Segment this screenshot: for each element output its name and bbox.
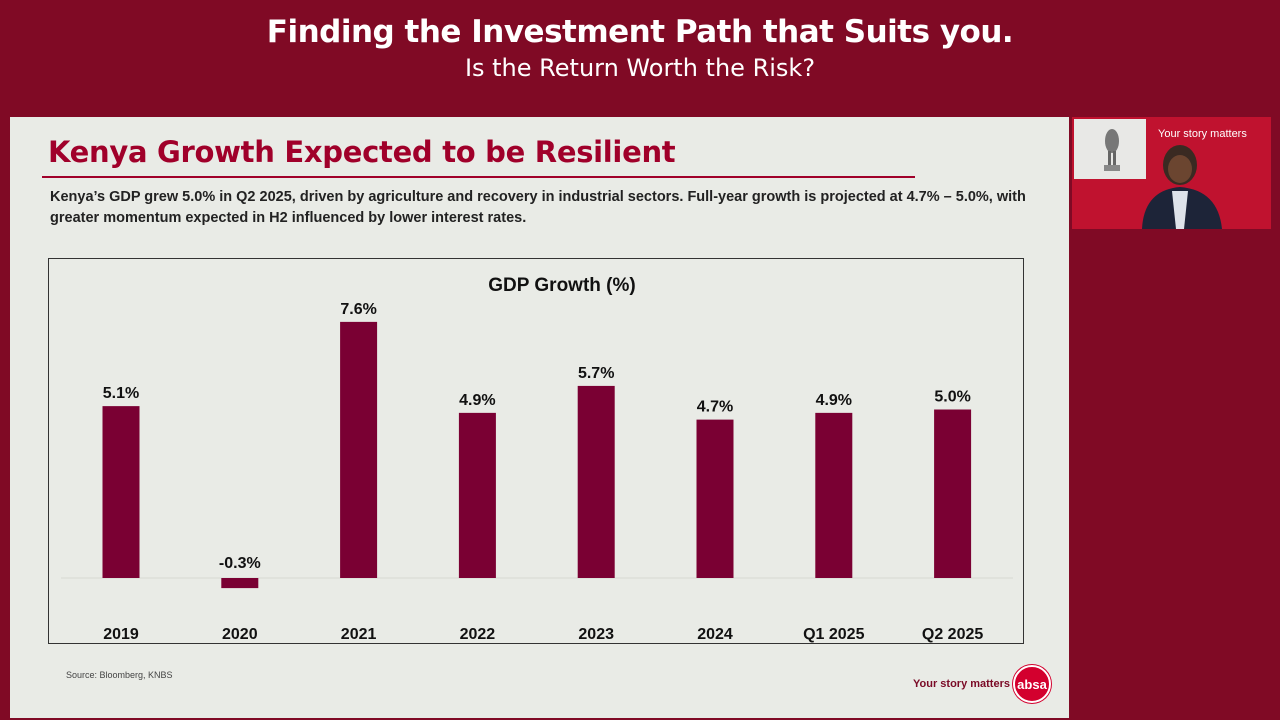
data-label: 4.7% bbox=[697, 399, 733, 416]
webinar-header: Finding the Investment Path that Suits y… bbox=[0, 0, 1280, 115]
x-tick-label: 2020 bbox=[222, 626, 258, 643]
bar-q1-2025 bbox=[815, 412, 853, 578]
chart-title: GDP Growth (%) bbox=[488, 275, 635, 296]
x-tick-label: 2021 bbox=[341, 626, 377, 643]
x-tick-label: 2024 bbox=[697, 626, 733, 643]
data-label: 5.7% bbox=[578, 365, 614, 382]
chart-frame: GDP Growth (%) 5.1% 2019 -0.3% 2020 7.6% 2021 4… bbox=[48, 258, 1024, 644]
data-label: 4.9% bbox=[816, 392, 852, 409]
x-tick-label: Q2 2025 bbox=[922, 626, 983, 643]
artwork-image bbox=[1074, 119, 1146, 179]
slide-title: Kenya Growth Expected to be Resilient bbox=[48, 135, 676, 169]
x-tick-label: 2023 bbox=[578, 626, 614, 643]
bar-2019 bbox=[102, 406, 140, 578]
x-tick-label: Q1 2025 bbox=[803, 626, 864, 643]
video-backdrop-text: Your story matters bbox=[1158, 128, 1247, 140]
title-divider bbox=[42, 176, 915, 178]
data-label: 5.0% bbox=[934, 389, 970, 406]
webinar-title: Finding the Investment Path that Suits y… bbox=[266, 14, 1014, 50]
data-label: 4.9% bbox=[459, 392, 495, 409]
gdp-growth-chart: GDP Growth (%) 5.1% 2019 -0.3% 2020 7.6% 2021 4… bbox=[61, 275, 1013, 643]
bar-2020 bbox=[221, 578, 259, 589]
source-note: Source: Bloomberg, KNBS bbox=[66, 670, 173, 680]
bar-2023 bbox=[577, 385, 615, 578]
data-label: 7.6% bbox=[340, 301, 376, 318]
presentation-slide: Kenya Growth Expected to be Resilient Ke… bbox=[10, 117, 1069, 718]
sculpture-icon bbox=[1104, 129, 1120, 171]
data-label: -0.3% bbox=[219, 555, 261, 572]
webinar-subtitle: Is the Return Worth the Risk? bbox=[464, 54, 816, 82]
data-label: 5.1% bbox=[103, 385, 139, 402]
bar-2021 bbox=[340, 321, 378, 578]
brand-tagline: Your story matters bbox=[913, 678, 1010, 690]
x-tick-label: 2019 bbox=[103, 626, 139, 643]
speaker-person bbox=[1142, 145, 1222, 229]
logo-text: absa bbox=[1017, 676, 1047, 692]
absa-logo: absa bbox=[1013, 665, 1051, 703]
x-tick-label: 2022 bbox=[460, 626, 496, 643]
slide-lead-text: Kenya’s GDP grew 5.0% in Q2 2025, driven… bbox=[50, 189, 1026, 226]
bar-q2-2025 bbox=[934, 409, 972, 578]
bar-2024 bbox=[696, 419, 734, 578]
bar-2022 bbox=[458, 412, 496, 578]
speaker-video: Your story matters bbox=[1072, 117, 1271, 229]
